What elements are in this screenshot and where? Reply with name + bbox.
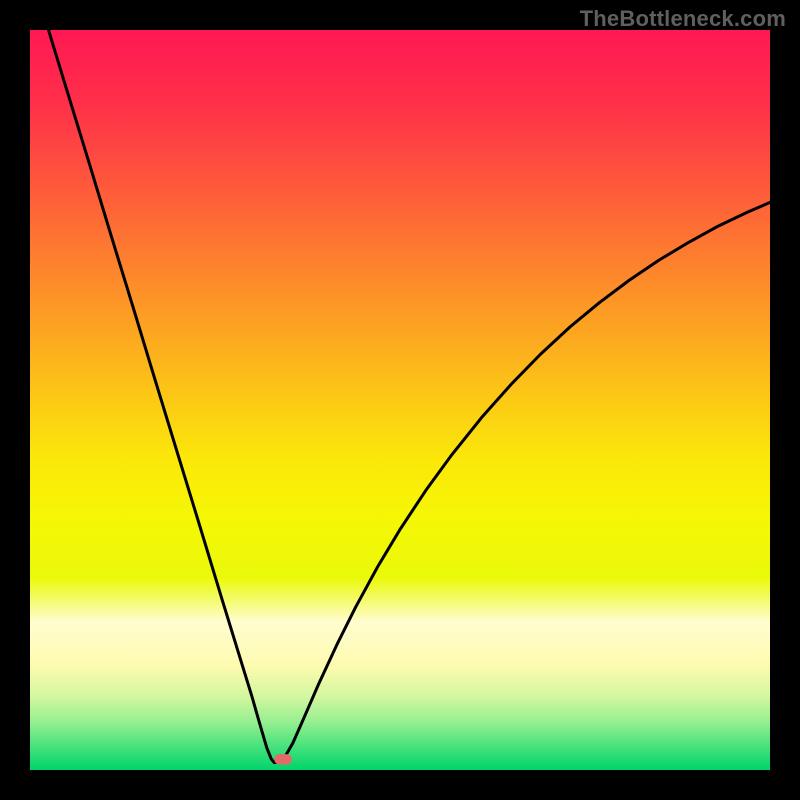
plot-area [30,30,770,770]
plot-background [30,30,770,770]
chart-frame: TheBottleneck.com [0,0,800,800]
minimum-marker [274,754,292,764]
watermark-text: TheBottleneck.com [580,6,786,32]
bottleneck-chart-svg [30,30,770,770]
